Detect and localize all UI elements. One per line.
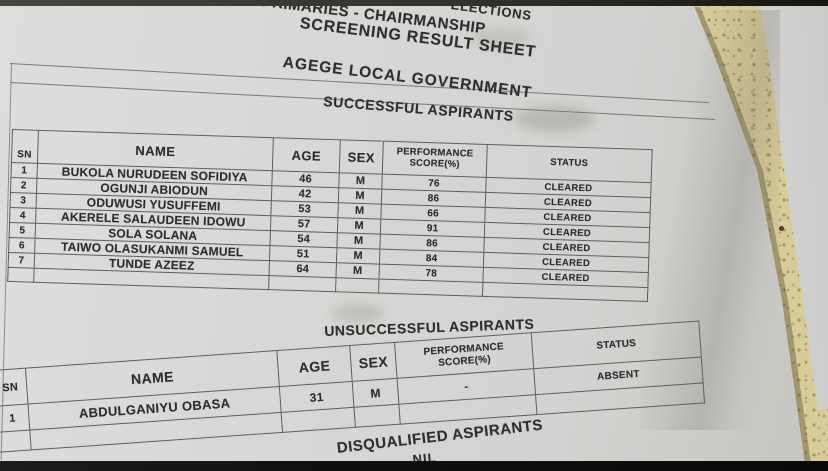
cell-sex bbox=[353, 404, 401, 428]
cell-sex: M bbox=[337, 217, 381, 235]
cell-age bbox=[268, 275, 336, 292]
header-status: STATUS bbox=[486, 144, 653, 183]
cell-sex: M bbox=[336, 247, 380, 265]
successful-aspirants-table: SN NAME AGE SEX PERFORMANCE SCORE(%) STA… bbox=[7, 129, 653, 302]
cell-sn: 3 bbox=[10, 192, 37, 209]
cell-sn: 6 bbox=[8, 237, 36, 254]
header-sex: SEX bbox=[339, 139, 384, 175]
header-age: AGE bbox=[272, 137, 341, 173]
cell-sn bbox=[7, 267, 35, 283]
desk-speck bbox=[779, 226, 784, 231]
paper-smudge bbox=[332, 304, 384, 322]
cell-sn: 5 bbox=[9, 222, 36, 239]
cell-sn: 1 bbox=[0, 404, 30, 433]
cell-sex: M bbox=[336, 232, 381, 250]
header-sex: SEX bbox=[349, 342, 398, 382]
cell-sex: M bbox=[338, 172, 383, 190]
header-sn: SN bbox=[11, 129, 39, 164]
header-sn: SN bbox=[0, 368, 28, 407]
cell-sn: 1 bbox=[10, 162, 38, 179]
cell-sn: 7 bbox=[8, 252, 35, 269]
header-score: PERFORMANCE SCORE(%) bbox=[382, 141, 488, 178]
cell-sex bbox=[335, 277, 379, 294]
paper-edge-shade bbox=[640, 10, 780, 430]
cell-sex: M bbox=[338, 187, 382, 205]
photo-top-bar bbox=[0, 0, 828, 6]
paper-smudge bbox=[470, 28, 530, 48]
cell-sn: 4 bbox=[9, 207, 37, 224]
cell-sn: 2 bbox=[10, 177, 37, 194]
header-age: AGE bbox=[276, 345, 353, 387]
cell-sn bbox=[0, 430, 32, 453]
cell-sex: M bbox=[337, 202, 382, 220]
cell-score bbox=[378, 279, 483, 297]
photo-bottom-bar bbox=[0, 461, 828, 471]
cell-sex: M bbox=[352, 378, 399, 408]
cell-sex: M bbox=[335, 262, 380, 280]
